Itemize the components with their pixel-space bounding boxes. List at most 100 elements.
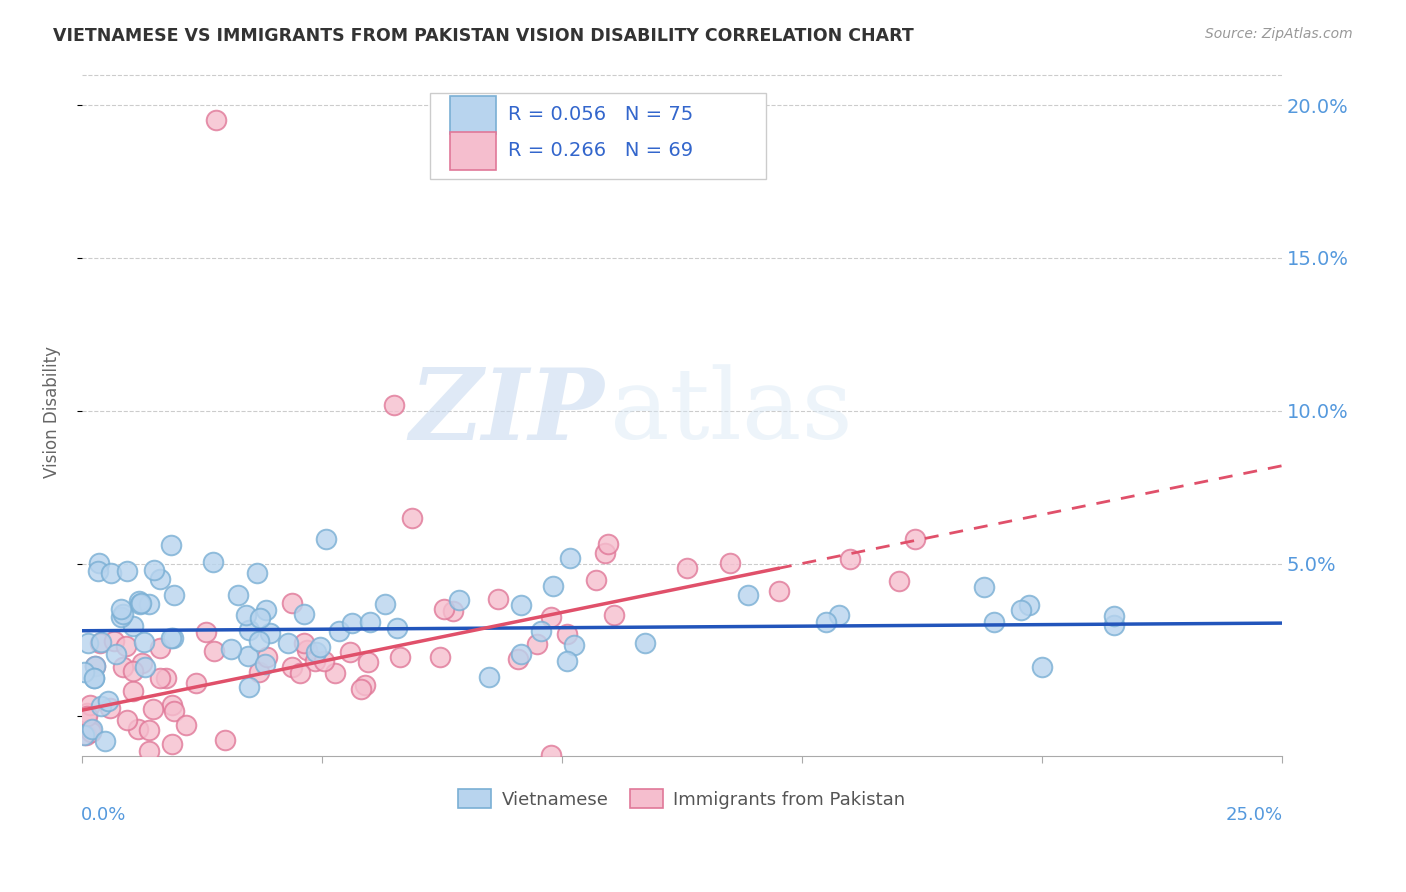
FancyBboxPatch shape bbox=[450, 132, 496, 170]
Point bbox=[121, 684, 143, 698]
Point bbox=[226, 588, 249, 602]
Point bbox=[111, 607, 134, 621]
Point bbox=[478, 670, 501, 684]
Point bbox=[103, 634, 125, 648]
Text: VIETNAMESE VS IMMIGRANTS FROM PAKISTAN VISION DISABILITY CORRELATION CHART: VIETNAMESE VS IMMIGRANTS FROM PAKISTAN V… bbox=[53, 27, 914, 45]
Text: atlas: atlas bbox=[610, 364, 852, 460]
Point bbox=[839, 552, 862, 566]
Point bbox=[247, 634, 270, 648]
Point bbox=[226, 762, 249, 776]
Point bbox=[447, 593, 470, 607]
Point bbox=[76, 709, 98, 723]
Point bbox=[593, 546, 616, 560]
Point bbox=[76, 706, 98, 721]
Point bbox=[541, 579, 564, 593]
Point bbox=[90, 635, 112, 649]
Point bbox=[814, 615, 837, 629]
Point bbox=[160, 631, 183, 645]
Point bbox=[201, 555, 224, 569]
Point bbox=[510, 647, 533, 661]
Point bbox=[385, 621, 408, 635]
Point bbox=[292, 636, 315, 650]
Point bbox=[202, 644, 225, 658]
Point bbox=[94, 733, 117, 747]
Point bbox=[374, 597, 396, 611]
Point bbox=[526, 637, 548, 651]
Text: ZIP: ZIP bbox=[409, 364, 605, 460]
Point bbox=[540, 610, 562, 624]
Point bbox=[737, 589, 759, 603]
Point bbox=[82, 722, 104, 736]
Point bbox=[128, 597, 150, 611]
Point bbox=[1010, 603, 1032, 617]
Point bbox=[339, 645, 361, 659]
Point bbox=[79, 698, 101, 712]
Point bbox=[603, 607, 626, 622]
Point bbox=[162, 631, 184, 645]
Text: 0.0%: 0.0% bbox=[80, 805, 127, 823]
Point bbox=[77, 635, 100, 649]
Point bbox=[138, 723, 160, 737]
Point bbox=[90, 699, 112, 714]
Point bbox=[401, 510, 423, 524]
Point bbox=[323, 665, 346, 680]
Point bbox=[142, 702, 165, 716]
Point bbox=[131, 656, 153, 670]
Point bbox=[155, 671, 177, 685]
Point bbox=[768, 583, 790, 598]
Point bbox=[555, 627, 578, 641]
Point bbox=[486, 592, 509, 607]
Point bbox=[235, 607, 257, 622]
Point bbox=[129, 597, 152, 611]
Point bbox=[530, 624, 553, 638]
Point bbox=[887, 574, 910, 589]
Point bbox=[128, 594, 150, 608]
Point bbox=[184, 676, 207, 690]
Legend: Vietnamese, Immigrants from Pakistan: Vietnamese, Immigrants from Pakistan bbox=[451, 782, 912, 816]
Point bbox=[828, 607, 851, 622]
Point bbox=[1018, 599, 1040, 613]
Point bbox=[312, 654, 335, 668]
Point bbox=[389, 649, 412, 664]
Point bbox=[1102, 608, 1125, 623]
Point bbox=[122, 619, 145, 633]
Point bbox=[328, 624, 350, 639]
Point bbox=[277, 636, 299, 650]
Point bbox=[304, 654, 326, 668]
Point bbox=[253, 657, 276, 671]
Point bbox=[256, 650, 278, 665]
Point bbox=[904, 533, 927, 547]
Point bbox=[254, 603, 277, 617]
Point bbox=[162, 698, 184, 712]
Point bbox=[509, 599, 531, 613]
Point bbox=[214, 733, 236, 747]
Point bbox=[163, 704, 186, 718]
Point bbox=[246, 566, 269, 580]
Point bbox=[560, 551, 582, 566]
Point bbox=[354, 678, 377, 692]
Point bbox=[138, 597, 160, 611]
Point bbox=[555, 654, 578, 668]
Point bbox=[83, 671, 105, 685]
Point bbox=[205, 113, 228, 128]
Point bbox=[127, 723, 149, 737]
Point bbox=[100, 700, 122, 714]
Point bbox=[89, 636, 111, 650]
Point bbox=[195, 624, 218, 639]
FancyBboxPatch shape bbox=[430, 93, 766, 178]
Point bbox=[73, 665, 96, 680]
Text: Source: ZipAtlas.com: Source: ZipAtlas.com bbox=[1205, 27, 1353, 41]
Point bbox=[143, 562, 166, 576]
Point bbox=[83, 659, 105, 673]
Point bbox=[585, 573, 607, 587]
Point bbox=[83, 659, 105, 673]
Point bbox=[100, 566, 122, 581]
Point bbox=[288, 666, 311, 681]
Text: R = 0.056   N = 75: R = 0.056 N = 75 bbox=[508, 105, 693, 124]
Point bbox=[718, 556, 741, 570]
Point bbox=[149, 572, 172, 586]
Point bbox=[115, 564, 138, 578]
Point bbox=[149, 641, 172, 656]
Point bbox=[238, 680, 260, 694]
Point bbox=[75, 728, 97, 742]
